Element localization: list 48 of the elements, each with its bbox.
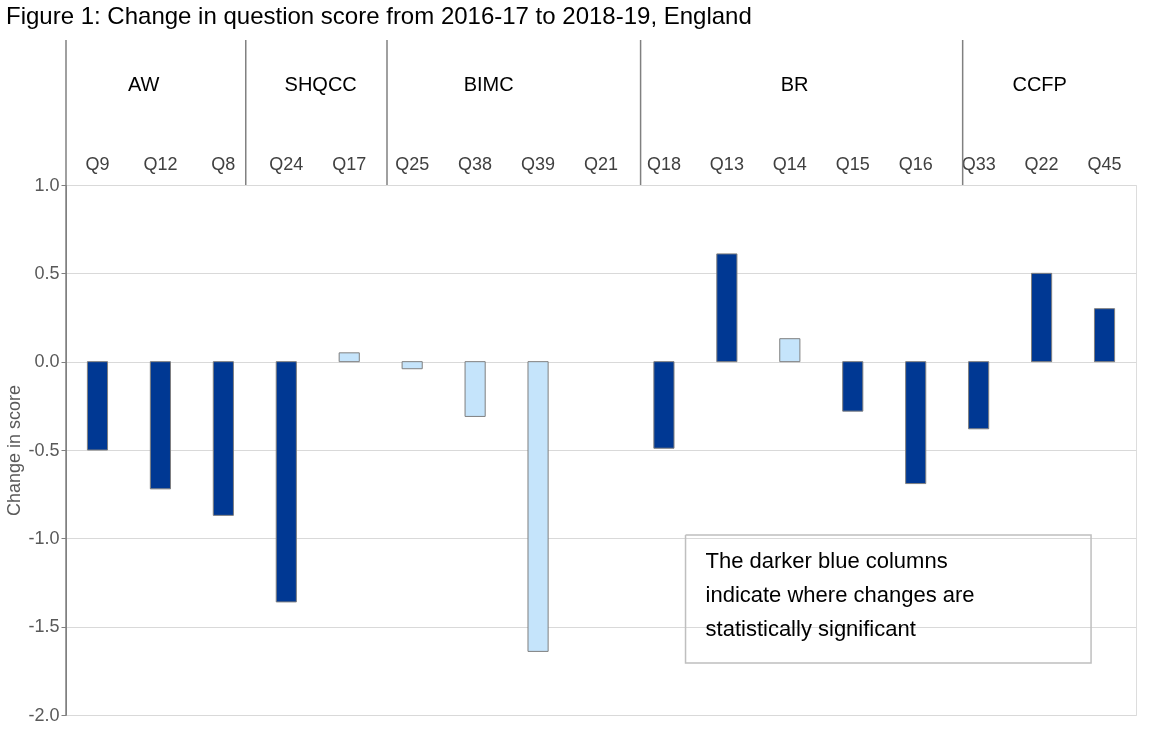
- y-tick-label: 1.0: [34, 174, 60, 195]
- y-tick-label: 0.0: [34, 351, 60, 372]
- annotation: The darker blue columns indicate where changes are statistically significant: [705, 548, 975, 641]
- bar: [716, 253, 738, 363]
- x-tick-label: Q8: [211, 153, 236, 174]
- x-tick-label: Q38: [458, 153, 493, 174]
- x-tick-label: Q15: [835, 153, 870, 174]
- x-tick-label: Q16: [898, 153, 933, 174]
- text: BR: [780, 73, 809, 95]
- x-tick-label: Q9: [85, 153, 110, 174]
- bar: [1031, 272, 1053, 363]
- bar: [212, 361, 234, 516]
- x-tick-label: Q39: [521, 153, 556, 174]
- bar: [338, 352, 360, 363]
- x-tick-label: Q33: [961, 153, 996, 174]
- text: AW: [127, 73, 160, 95]
- bar: [968, 361, 990, 430]
- bar: [86, 361, 109, 451]
- x-tick-label: Q17: [332, 153, 367, 174]
- x-tick-label: Q14: [772, 153, 807, 174]
- y-tick-label: -0.5: [28, 439, 60, 460]
- y-tick-label: -2.0: [28, 704, 60, 725]
- x-tick-label: Q25: [395, 153, 430, 174]
- x-tick-label: Q45: [1087, 153, 1122, 174]
- x-tick-label: Q12: [143, 153, 178, 174]
- bar: [842, 361, 864, 412]
- bar: [464, 361, 486, 417]
- y-tick-label: -1.0: [28, 527, 60, 548]
- x-tick-label: Q24: [269, 153, 304, 174]
- bar: [275, 361, 297, 603]
- x-tick-label: Q21: [583, 153, 619, 174]
- x-tick-label: Q18: [646, 153, 681, 174]
- bar: [779, 338, 801, 363]
- x-tick-label: Q13: [709, 153, 744, 174]
- bar: [401, 361, 423, 370]
- bar: [905, 361, 927, 485]
- x-tick-label: Q22: [1024, 153, 1059, 174]
- y-axis-title: Change in score: [4, 384, 25, 517]
- bar: [1093, 308, 1116, 363]
- bar: [149, 361, 171, 490]
- text: CCFP: [1012, 73, 1067, 95]
- bar: [653, 361, 675, 449]
- y-tick-label: -1.5: [28, 616, 60, 637]
- text: BIMC: [463, 73, 514, 95]
- y-tick-label: 0.5: [34, 262, 60, 283]
- bar: [527, 361, 549, 652]
- chart-title: Figure 1: Change in question score from 2016-17 to 2018-19, England: [5, 2, 752, 30]
- text: SHQCC: [284, 73, 357, 95]
